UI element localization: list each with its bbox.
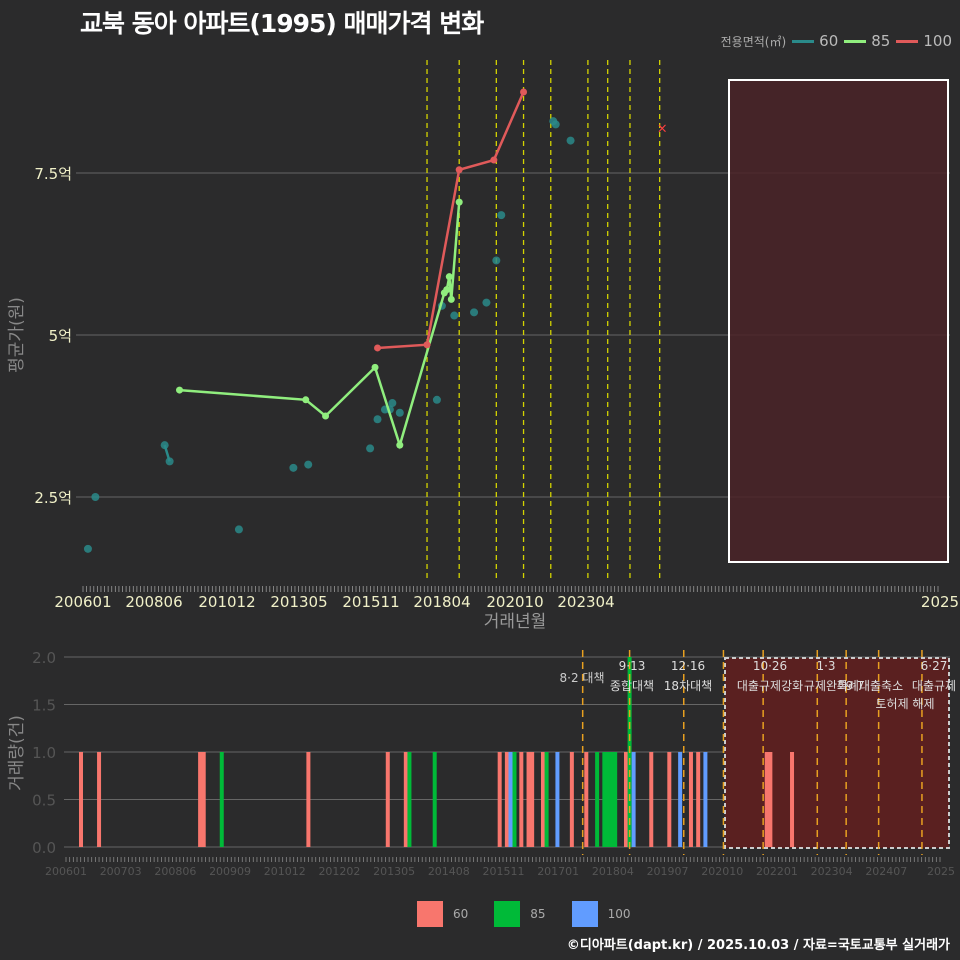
svg-text:2.0: 2.0 [32,649,56,667]
svg-text:201202: 201202 [318,865,360,878]
svg-text:9·13: 9·13 [619,659,646,673]
legend-bottom: 60 85 100 [417,901,656,927]
svg-text:201701: 201701 [537,865,579,878]
svg-text:200806: 200806 [125,593,182,611]
bar-x-axis-ticks: 200601 200703 200806 200909 201012 201202 2013… [45,857,955,878]
legend-swatch-60 [417,901,443,927]
price-series: × [83,88,668,553]
legend-swatch-100 [571,901,598,927]
chart-title: 교북 동아 아파트(1995) 매매가격 변화 [80,9,484,38]
policy-lines [426,60,661,580]
y-tick-75: 7.5억 [34,165,72,183]
y-tick-25: 2.5억 [34,489,72,507]
bar-highlight-box [724,657,950,849]
legend-item-85: 85 [844,32,890,50]
credit-text: ©디아파트(dapt.kr) / 2025.10.03 / 자료=국토교통부 실… [566,938,950,953]
svg-text:10·26: 10·26 [753,659,787,673]
svg-text:202304: 202304 [557,593,614,611]
svg-text:0.5: 0.5 [32,792,56,810]
y-tick-5: 5억 [49,327,72,345]
price-chart: × 200601 200806 201012 201305 201511 201804 20… [7,60,959,632]
svg-text:202201: 202201 [756,865,798,878]
svg-text:1·3: 1·3 [816,659,835,673]
svg-text:대출규제강화: 대출규제강화 [737,679,803,693]
svg-text:대출규제: 대출규제 [912,679,956,693]
svg-text:202304: 202304 [811,865,853,878]
x-axis-ticks: 200601 200806 201012 201305 201511 201804 2020… [54,586,959,611]
svg-text:201804: 201804 [413,593,470,611]
svg-text:특례대출축소: 특례대출축소 [837,679,903,693]
svg-text:18차대책: 18차대책 [664,678,712,693]
policy-annotations: 8·2 대책 9·13 종합대책 12·16 18차대책 10·26 대출규제강화 1·3 규제… [560,659,957,711]
svg-text:×: × [657,122,668,137]
main-ylabel: 평균가(원) [7,297,27,373]
svg-text:201511: 201511 [483,865,525,878]
legend-item-100: 100 [896,32,952,50]
legend-item-60: 60 [792,32,838,50]
svg-text:2025: 2025 [921,593,959,611]
svg-text:0.0: 0.0 [32,839,56,857]
svg-text:201305: 201305 [373,865,415,878]
svg-text:200703: 200703 [100,865,142,878]
volume-chart: 0.0 0.5 1.0 1.5 2.0 8·2 대책 9·13 종합대책 12·16 18차대책… [7,649,957,878]
bar-ylabel: 거래량(건) [7,715,27,791]
svg-text:201408: 201408 [428,865,470,878]
svg-text:201305: 201305 [270,593,327,611]
legend-title: 전용면적(㎡) [720,34,787,49]
legend-swatch-85 [494,901,521,927]
svg-text:201907: 201907 [647,865,689,878]
svg-text:8·2 대책: 8·2 대책 [560,670,605,685]
svg-text:12·16: 12·16 [671,659,705,673]
svg-text:200601: 200601 [54,593,111,611]
svg-text:201012: 201012 [264,865,306,878]
svg-text:201511: 201511 [342,593,399,611]
svg-text:200806: 200806 [154,865,196,878]
svg-text:201012: 201012 [198,593,255,611]
svg-text:202010: 202010 [701,865,743,878]
bar-policy-lines [581,650,923,855]
svg-text:종합대책: 종합대책 [610,678,654,693]
svg-text:1.0: 1.0 [32,744,56,762]
svg-text:1.5: 1.5 [32,697,56,715]
svg-text:규제완화: 규제완화 [804,679,848,693]
svg-text:9·7: 9·7 [845,679,864,693]
legend-top: 전용면적(㎡) 60 85 100 [721,32,952,50]
svg-text:202010: 202010 [486,593,543,611]
main-xlabel: 거래년월 [484,612,547,632]
svg-text:202407: 202407 [865,865,907,878]
svg-text:6·27: 6·27 [921,659,948,673]
svg-text:200909: 200909 [209,865,251,878]
svg-text:201804: 201804 [592,865,634,878]
svg-text:토허제 해제: 토허제 해제 [875,697,934,711]
svg-text:200601: 200601 [45,865,87,878]
highlight-box [728,79,949,563]
volume-bars [79,657,795,847]
svg-text:2025: 2025 [927,865,955,878]
